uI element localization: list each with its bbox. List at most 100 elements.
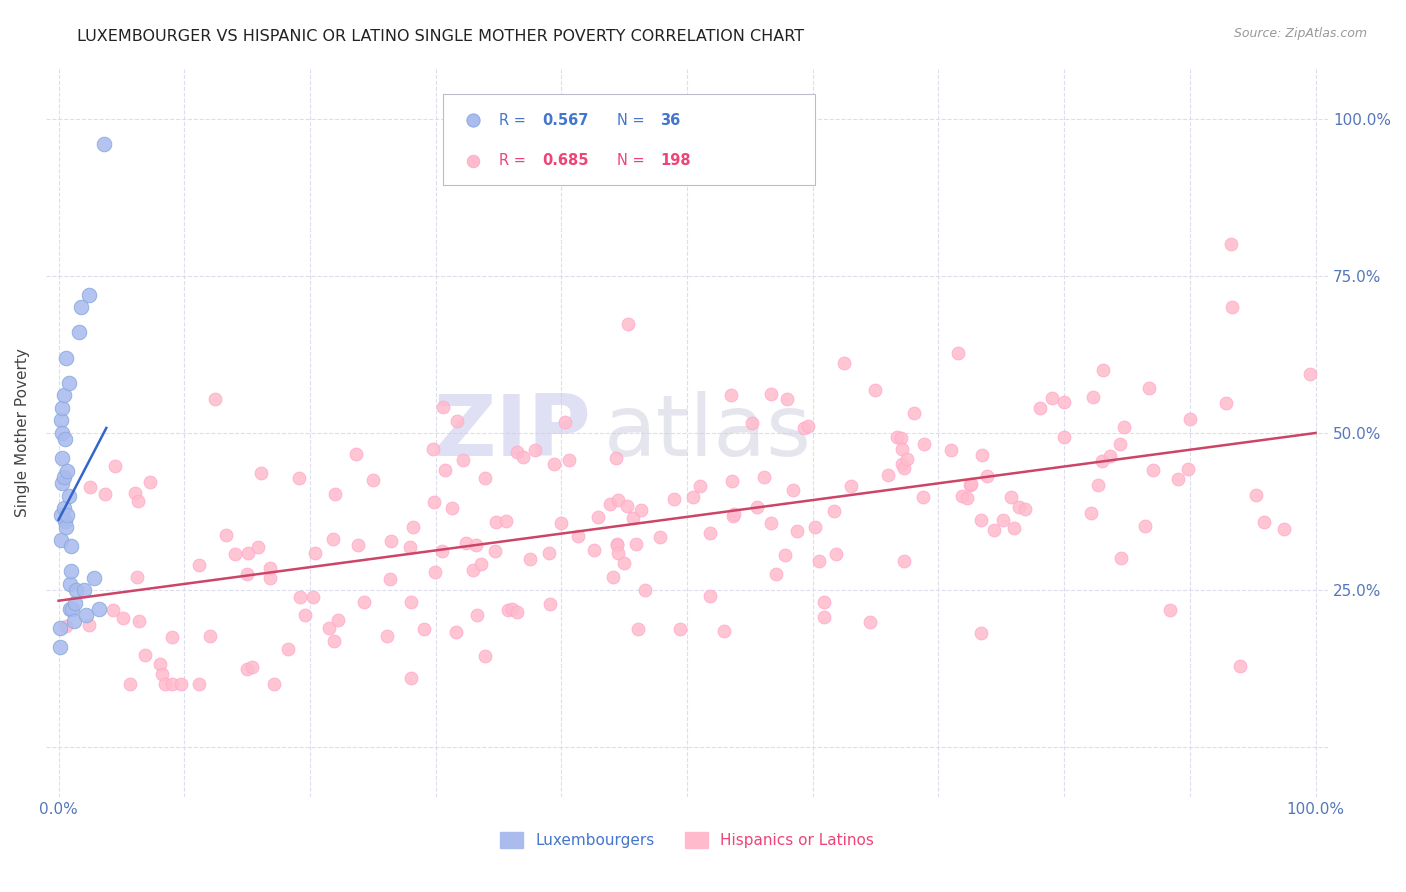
Point <box>1114 419 1136 434</box>
Point <box>754 470 776 484</box>
Point <box>1091 363 1114 377</box>
Point <box>970 626 993 640</box>
Point <box>616 499 638 513</box>
Point <box>58 376 80 390</box>
Point <box>1109 551 1132 566</box>
Point <box>825 547 848 561</box>
Point <box>93 136 115 151</box>
Point <box>134 648 156 663</box>
Point <box>582 542 605 557</box>
Point <box>1091 454 1114 468</box>
Point <box>832 356 855 370</box>
Point <box>1109 436 1132 450</box>
Point <box>1098 449 1121 463</box>
Point <box>890 457 912 471</box>
Point <box>804 520 827 534</box>
Point <box>246 540 269 554</box>
Text: ZIP: ZIP <box>433 392 591 475</box>
Point <box>567 529 589 543</box>
Point <box>51 401 73 415</box>
Point <box>613 556 636 570</box>
Point <box>793 421 815 435</box>
Point <box>215 528 238 542</box>
Point <box>1040 391 1063 405</box>
Point <box>538 597 561 611</box>
Point <box>1053 395 1076 409</box>
Point <box>55 619 77 633</box>
Point <box>948 346 970 360</box>
Point <box>662 492 685 507</box>
Point <box>49 533 72 547</box>
Point <box>77 617 100 632</box>
Point <box>444 624 467 639</box>
Point <box>1053 430 1076 444</box>
Point <box>423 495 446 509</box>
Point <box>52 501 75 516</box>
Point <box>1246 488 1268 502</box>
Point <box>1008 500 1031 515</box>
Point <box>187 558 209 572</box>
Point <box>235 662 257 676</box>
Point <box>484 544 506 558</box>
Point <box>149 657 172 671</box>
Point <box>550 516 572 531</box>
Point <box>512 450 534 464</box>
Point <box>304 546 326 560</box>
Point <box>288 471 311 485</box>
Point <box>775 548 797 562</box>
Point <box>118 677 141 691</box>
Point <box>302 591 325 605</box>
Point <box>465 607 488 622</box>
Point <box>240 660 263 674</box>
Point <box>55 520 77 534</box>
Point <box>470 557 492 571</box>
Point <box>204 392 226 406</box>
Point <box>1159 603 1181 617</box>
Point <box>630 503 652 517</box>
Text: R =: R = <box>499 153 530 168</box>
Point <box>454 536 477 550</box>
Point <box>139 475 162 490</box>
Point <box>607 546 630 560</box>
Point <box>813 595 835 609</box>
Point <box>972 448 994 462</box>
Text: R =: R = <box>499 112 530 128</box>
Point <box>626 622 648 636</box>
Point <box>607 493 630 508</box>
Point <box>605 450 627 465</box>
Point <box>745 500 768 515</box>
Point <box>59 576 82 591</box>
Point <box>741 416 763 430</box>
Point <box>1253 515 1275 529</box>
Point <box>669 622 692 636</box>
Point <box>976 469 998 483</box>
Point <box>474 648 496 663</box>
Point <box>991 513 1014 527</box>
Point <box>891 442 914 456</box>
Point <box>1177 462 1199 476</box>
Point <box>1002 521 1025 535</box>
Point <box>49 640 72 654</box>
Point <box>699 589 721 603</box>
Point <box>859 615 882 630</box>
Point <box>896 451 918 466</box>
Y-axis label: Single Mother Poverty: Single Mother Poverty <box>15 349 30 517</box>
Point <box>648 530 671 544</box>
Point <box>465 538 488 552</box>
Point <box>63 596 86 610</box>
Point <box>318 621 340 635</box>
Point <box>465 156 488 170</box>
Text: atlas: atlas <box>603 392 811 475</box>
Point <box>375 629 398 643</box>
Point <box>188 677 211 691</box>
Text: N =: N = <box>617 153 648 168</box>
Point <box>62 615 84 629</box>
Point <box>111 610 134 624</box>
Point <box>422 442 444 456</box>
Point <box>911 490 934 504</box>
Point <box>101 603 124 617</box>
Point <box>277 642 299 657</box>
Point <box>606 538 628 552</box>
Point <box>94 487 117 501</box>
Point <box>496 602 519 616</box>
